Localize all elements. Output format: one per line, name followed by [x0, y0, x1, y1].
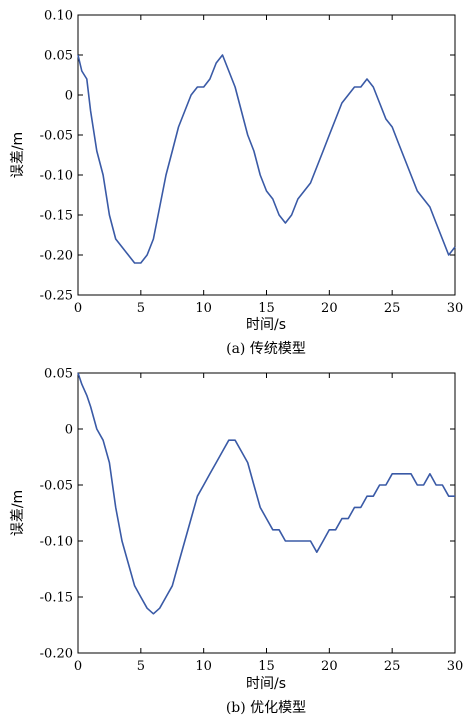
y-tick-label-b: -0.05 — [40, 479, 73, 494]
x-tick-label-a: 20 — [321, 301, 338, 316]
x-tick-label-a: 25 — [384, 301, 401, 316]
chart-panel-a: 0.10 0.05 0 -0.05 -0.10 -0.15 -0.20 -0.25 0 5 10 1… — [10, 9, 463, 358]
x-tick-label-b: 15 — [258, 659, 275, 674]
y-tick-label-a: -0.20 — [40, 249, 73, 264]
x-tick-label-a: 5 — [137, 301, 145, 316]
y-tick-label-a: 0.10 — [44, 9, 73, 24]
y-tick-label-a: 0 — [65, 89, 73, 104]
y-axis-title-a: 误差/m — [10, 132, 26, 178]
error-series-a — [77, 54, 456, 264]
x-tick-label-a: 15 — [258, 301, 275, 316]
y-tick-label-a: -0.25 — [40, 289, 73, 304]
y-tick-label-b: 0.05 — [44, 367, 73, 382]
chart-panel-b: 0.05 0 -0.05 -0.10 -0.15 -0.20 0 5 10 15 20 25 30 时… — [10, 367, 463, 717]
x-tick-label-a: 0 — [74, 301, 82, 316]
y-tick-label-a: -0.10 — [40, 169, 73, 184]
plot-frame-a — [77, 14, 456, 296]
y-tick-label-b: -0.10 — [40, 535, 73, 550]
y-tick-label-a: 0.05 — [44, 49, 73, 64]
error-series-b — [77, 372, 455, 615]
caption-b: (b) 优化模型 — [226, 700, 306, 716]
y-axis-title-b: 误差/m — [10, 490, 26, 536]
caption-a: (a) 传统模型 — [226, 341, 306, 357]
y-tick-label-b: -0.20 — [40, 647, 73, 662]
x-tick-label-b: 10 — [195, 659, 212, 674]
y-axis-b: 0.05 0 -0.05 -0.10 -0.15 -0.20 — [40, 367, 455, 662]
x-axis-a: 0 5 10 15 20 25 30 — [74, 15, 463, 316]
x-tick-label-b: 30 — [447, 659, 464, 674]
x-axis-title-b: 时间/s — [246, 676, 286, 692]
x-tick-label-a: 30 — [447, 301, 464, 316]
x-tick-label-b: 5 — [137, 659, 145, 674]
x-tick-label-b: 25 — [384, 659, 401, 674]
y-tick-label-b: 0 — [65, 423, 73, 438]
x-axis-b: 0 5 10 15 20 25 30 — [74, 373, 463, 674]
y-tick-label-a: -0.15 — [40, 209, 73, 224]
x-tick-label-a: 10 — [195, 301, 212, 316]
y-tick-label-b: -0.15 — [40, 591, 73, 606]
x-tick-label-b: 0 — [74, 659, 82, 674]
y-tick-label-a: -0.05 — [40, 129, 73, 144]
x-tick-label-b: 20 — [321, 659, 338, 674]
x-axis-title-a: 时间/s — [246, 317, 286, 333]
plot-frame-b — [77, 372, 456, 654]
y-axis-a: 0.10 0.05 0 -0.05 -0.10 -0.15 -0.20 -0.25 — [40, 9, 455, 304]
